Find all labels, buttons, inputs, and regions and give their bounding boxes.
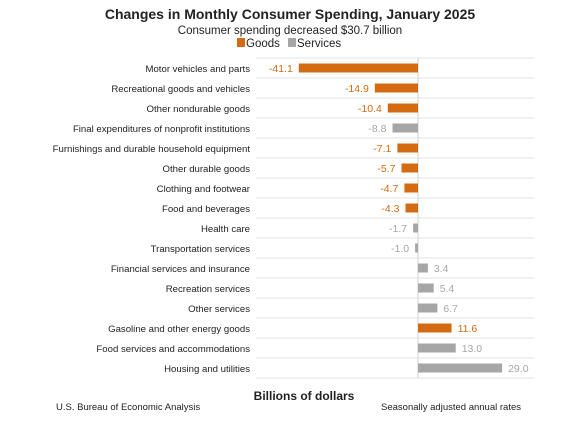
bar-financial-services-and-insurance [418,263,428,273]
legend-swatch-services [288,38,296,47]
category-label: Furnishings and durable household equipm… [53,144,251,155]
x-axis-title: Billions of dollars [254,389,355,403]
category-label: Gasoline and other energy goods [108,324,250,335]
value-label: -7.1 [373,143,391,155]
bar-other-services [418,303,438,313]
value-label: 11.6 [458,323,478,335]
bar-gasoline-and-other-energy-goods [418,323,452,333]
bar-food-and-beverages [405,203,418,213]
category-label: Other nondurable goods [147,104,251,115]
category-label: Final expenditures of nonprofit institut… [73,124,250,135]
category-label: Recreation services [166,284,250,295]
bar-health-care [413,223,418,233]
rates-note: Seasonally adjusted annual rates [381,402,521,413]
bar-food-services-and-accommodations [418,343,456,353]
legend-label-services: Services [297,38,341,50]
source-note: U.S. Bureau of Economic Analysis [56,402,200,413]
category-labels: Motor vehicles and parts Recreational goo… [53,64,251,375]
bars [298,63,503,373]
chart-title: Changes in Monthly Consumer Spending, Ja… [105,6,476,22]
legend-swatch-goods [237,38,245,47]
bar-motor-vehicles-and-parts [298,63,418,73]
category-label: Health care [201,224,250,235]
bar-other-nondurable-goods [387,103,418,113]
value-label: -4.3 [381,203,399,215]
bar-clothing-and-footwear [404,183,418,193]
category-label: Other durable goods [163,164,251,175]
value-label: -4.7 [380,183,398,195]
bar-recreational-goods-and-vehicles [374,83,418,93]
value-labels: -41.1 -14.9 -10.4 -8.8 -7.1 -5.7 -4.7 -4.3 -1.7 -… [269,63,529,375]
bar-transportation-services [415,243,418,253]
category-label: Food and beverages [162,204,250,215]
bar-housing-and-utilities [418,363,503,373]
value-label: -1.7 [389,223,407,235]
category-label: Housing and utilities [164,364,250,375]
category-label: Food services and accommodations [96,344,250,355]
chart-subtitle: Consumer spending decreased $30.7 billio… [178,25,402,37]
gridlines [256,57,534,379]
value-label: -5.7 [377,163,395,175]
value-label: 3.4 [434,263,449,275]
value-label: 29.0 [508,363,529,375]
category-label: Recreational goods and vehicles [111,84,250,95]
category-label: Clothing and footwear [157,184,251,195]
value-label: -14.9 [345,83,369,95]
value-label: 13.0 [462,343,483,355]
bar-final-expenditures-of-nonprofit-institutions [392,123,418,133]
category-label: Transportation services [151,244,251,255]
value-label: -8.8 [368,123,386,135]
value-label: -41.1 [269,63,293,75]
value-label: 5.4 [440,283,455,295]
bar-recreation-services [418,283,434,293]
value-label: -1.0 [391,243,409,255]
category-label: Financial services and insurance [111,264,250,275]
legend-label-goods: Goods [246,38,280,50]
bar-other-durable-goods [401,163,418,173]
bar-furnishings-and-durable-household-equipment [397,143,418,153]
category-label: Motor vehicles and parts [145,64,250,75]
legend: Goods Services [237,38,341,50]
category-label: Other services [188,304,250,315]
value-label: 6.7 [443,303,458,315]
value-label: -10.4 [358,103,382,115]
